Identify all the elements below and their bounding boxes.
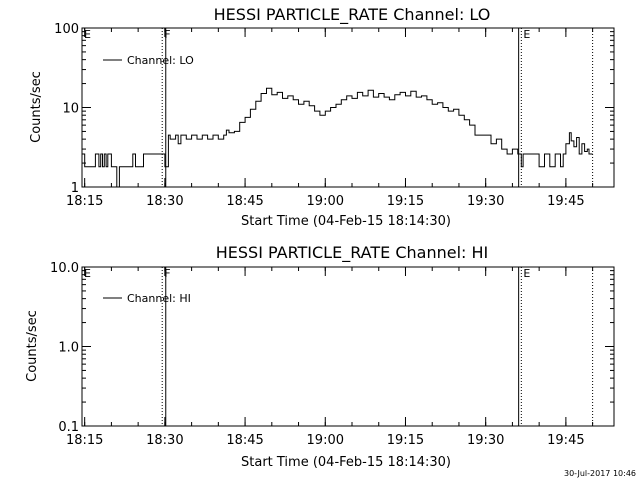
legend-label: Channel: LO xyxy=(127,54,194,67)
x-axis-label: Start Time (04-Feb-15 18:14:30) xyxy=(241,214,451,229)
event-marker-label: F xyxy=(164,28,170,41)
x-tick-label: 18:45 xyxy=(226,194,263,209)
event-marker-label: E xyxy=(84,267,91,280)
panel-lo: HESSI PARTICLE_RATE Channel: LO Counts/s… xyxy=(29,5,615,229)
event-marker-label: E xyxy=(84,28,91,41)
event-marker-label: E xyxy=(523,267,530,280)
x-tick-label: 18:45 xyxy=(226,433,263,448)
legend-label: Channel: HI xyxy=(127,292,191,305)
x-tick-label: 19:15 xyxy=(387,194,424,209)
x-tick-label: 19:00 xyxy=(307,433,344,448)
y-tick-label: 0.1 xyxy=(58,420,79,435)
x-tick-label: 18:30 xyxy=(146,433,183,448)
y-tick-label: 10 xyxy=(62,102,79,117)
x-tick-label: 18:30 xyxy=(146,194,183,209)
y-axis-label: Counts/sec xyxy=(29,71,44,143)
x-tick-label: 19:30 xyxy=(467,194,504,209)
x-tick-label: 19:45 xyxy=(547,194,584,209)
chart-title: HESSI PARTICLE_RATE Channel: HI xyxy=(216,243,489,263)
y-tick-label: 1.0 xyxy=(58,341,79,356)
x-axis-label: Start Time (04-Feb-15 18:14:30) xyxy=(241,455,451,470)
timestamp-footer: 30-Jul-2017 10:46 xyxy=(564,469,636,478)
x-tick-label: 19:00 xyxy=(307,194,344,209)
x-tick-label: 19:15 xyxy=(387,433,424,448)
y-tick-label: 1 xyxy=(71,181,79,196)
x-tick-label: 18:15 xyxy=(66,433,103,448)
y-tick-label: 10.0 xyxy=(50,261,79,276)
y-tick-label: 100 xyxy=(54,22,79,37)
event-marker-label: E xyxy=(523,28,530,41)
x-tick-label: 18:15 xyxy=(66,194,103,209)
x-tick-label: 19:30 xyxy=(467,433,504,448)
y-axis-label: Counts/sec xyxy=(25,310,40,382)
chart-title: HESSI PARTICLE_RATE Channel: LO xyxy=(214,5,491,25)
series-line xyxy=(82,87,593,188)
event-marker-label: F xyxy=(164,267,170,280)
panel-hi: HESSI PARTICLE_RATE Channel: HI Counts/s… xyxy=(25,243,615,470)
x-tick-label: 19:45 xyxy=(547,433,584,448)
